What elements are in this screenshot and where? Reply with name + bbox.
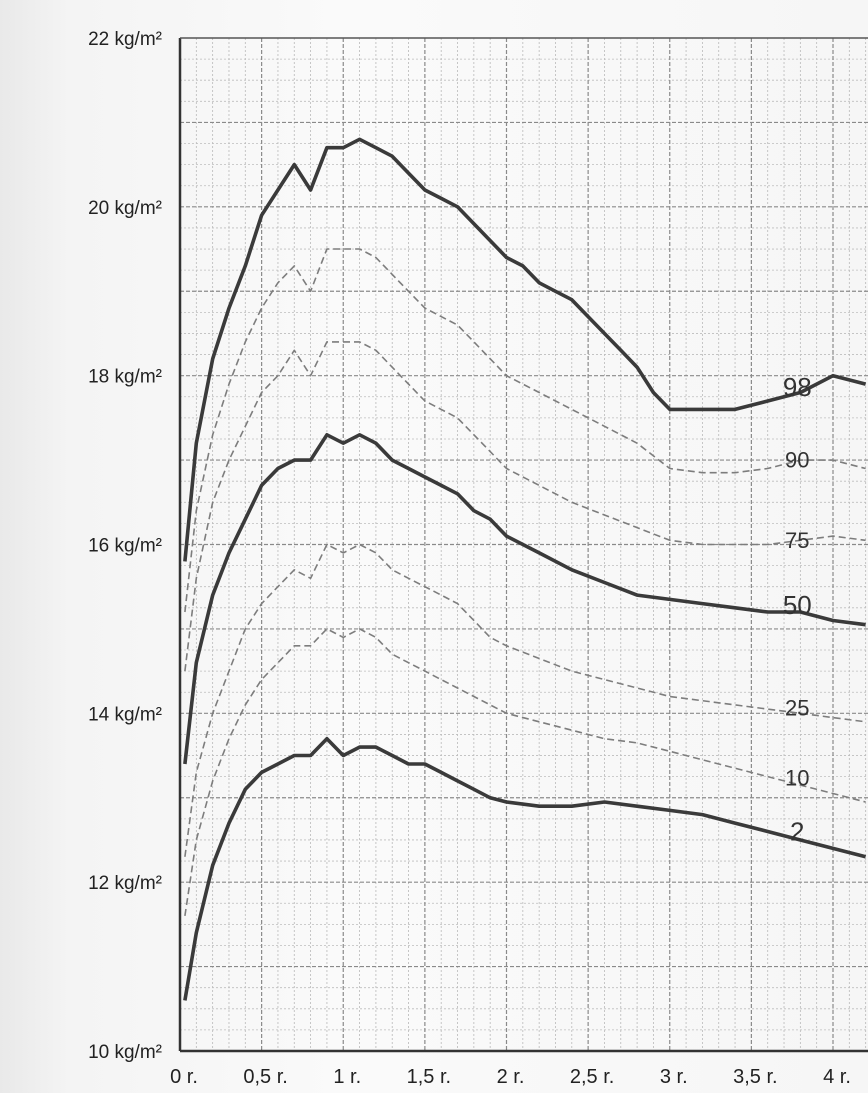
x-tick-label: 0,5 r.: [243, 1066, 287, 1088]
series-line-p25: [184, 543, 866, 857]
y-tick-label: 20 kg/m²: [88, 198, 162, 219]
series-label-p10: 10: [785, 766, 809, 791]
series-line-p98: [183, 137, 867, 562]
x-tick-label: 1 r.: [333, 1066, 361, 1088]
x-tick-label: 2 r.: [497, 1066, 525, 1088]
series-line-p75: [184, 341, 866, 672]
y-tick-label: 14 kg/m²: [88, 704, 162, 725]
series-line-p90: [184, 248, 866, 613]
x-tick-label: 1,5 r.: [407, 1066, 451, 1088]
percentile-lines: [183, 137, 867, 1001]
series-label-p98: 98: [783, 372, 812, 402]
series-line-p2: [183, 736, 867, 1001]
series-line-p50: [183, 432, 866, 765]
x-tick-label: 4 r.: [823, 1066, 851, 1088]
x-tick-label: 0 r.: [170, 1066, 198, 1088]
series-line-p10: [184, 628, 866, 917]
series-label-p75: 75: [785, 528, 809, 553]
y-tick-label: 12 kg/m²: [88, 873, 162, 894]
series-label-p25: 25: [785, 696, 809, 721]
y-axis-ticks: 10 kg/m² 12 kg/m² 14 kg/m² 16 kg/m² 18 kg/m²…: [88, 29, 162, 1063]
chart-axes: [178, 37, 868, 1053]
y-tick-label: 16 kg/m²: [88, 536, 162, 557]
y-tick-label: 10 kg/m²: [88, 1042, 162, 1063]
series-label-p2: 2: [790, 817, 804, 847]
series-label-p90: 90: [785, 447, 809, 472]
series-label-p50: 50: [783, 590, 812, 620]
x-axis-ticks: 0 r. 0,5 r. 1 r. 1,5 r. 2 r. 2,5 r. 3 r. 3,5 r.…: [170, 1066, 851, 1088]
x-tick-label: 2,5 r.: [570, 1066, 614, 1088]
y-tick-label: 22 kg/m²: [88, 29, 162, 50]
x-tick-label: 3 r.: [660, 1066, 688, 1088]
x-tick-label: 3,5 r.: [733, 1066, 777, 1088]
percentile-labels: 98 90 75 50 25 10 2: [783, 372, 812, 847]
y-tick-label: 18 kg/m²: [88, 367, 162, 388]
major-grid: [180, 38, 868, 1051]
